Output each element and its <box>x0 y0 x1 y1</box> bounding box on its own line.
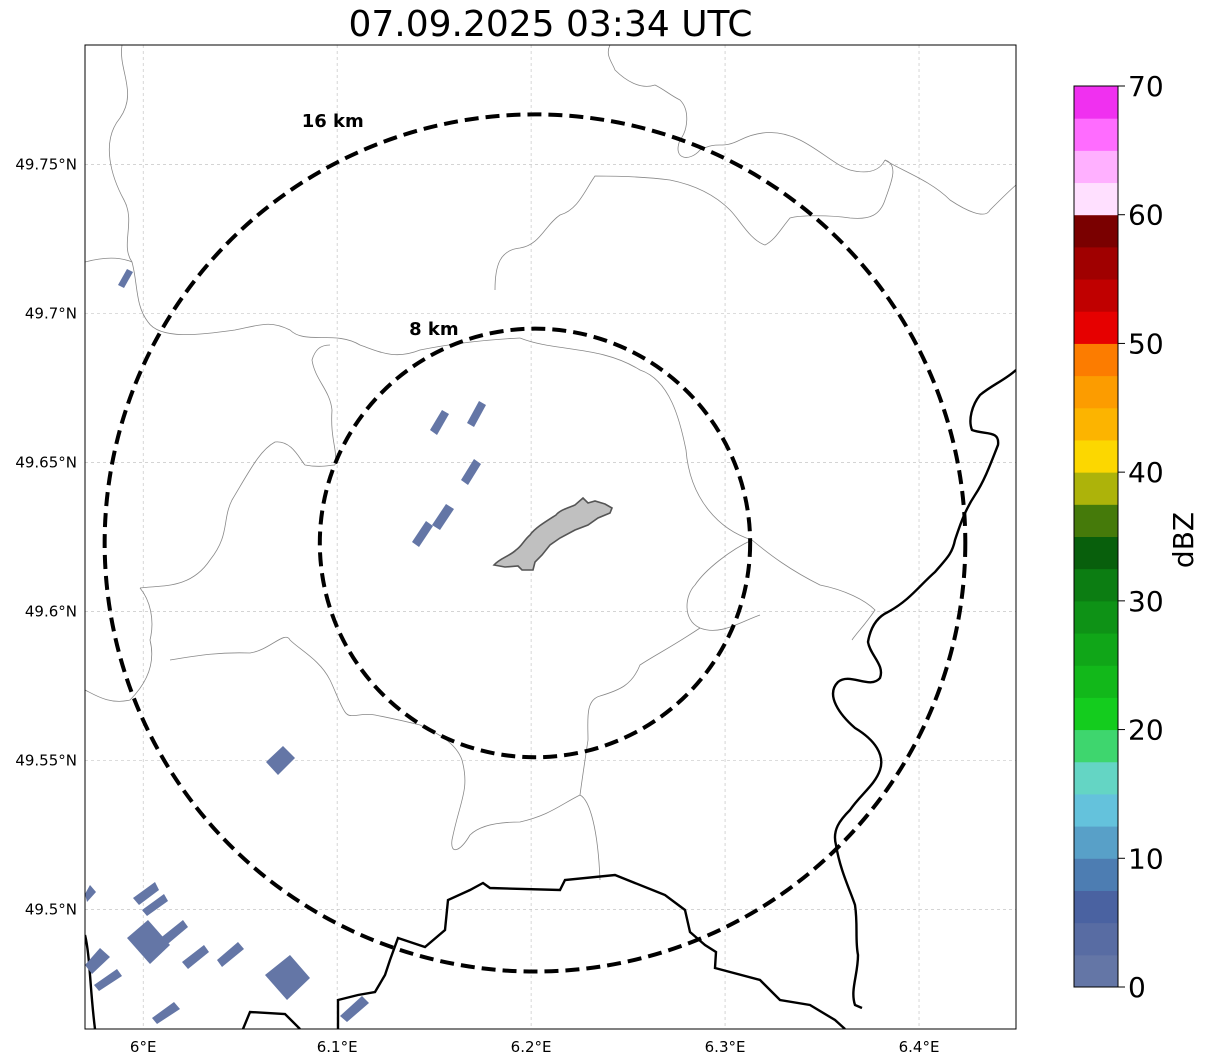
colorbar-tick-label: 0 <box>1128 971 1146 1004</box>
radar-echo <box>217 942 244 967</box>
colorbar-tick-label: 70 <box>1128 70 1164 103</box>
colorbar-segment <box>1074 600 1118 634</box>
range-ring-labels: 8 km 16 km <box>302 111 459 340</box>
radar-echo <box>412 521 433 547</box>
radar-echo <box>266 746 295 775</box>
colorbar-segment <box>1074 118 1118 151</box>
colorbar-segment <box>1074 568 1118 602</box>
colorbar-segment <box>1074 536 1118 570</box>
colorbar-segment <box>1074 150 1118 184</box>
colorbar-segment <box>1074 826 1118 859</box>
colorbar-label: dBZ <box>1167 512 1200 568</box>
map-title: 07.09.2025 03:34 UTC <box>348 4 753 45</box>
radar-echo <box>152 1002 180 1024</box>
colorbar-segment <box>1074 504 1118 537</box>
colorbar-segment <box>1074 858 1118 891</box>
radar-echo <box>142 894 168 916</box>
colorbar-segment <box>1074 890 1118 924</box>
radar-echo <box>340 996 369 1022</box>
colorbar-segment <box>1074 793 1118 827</box>
radar-echo <box>133 882 159 905</box>
colorbar-segment <box>1074 246 1118 280</box>
map-features <box>85 45 1016 1029</box>
radar-echo <box>85 885 96 902</box>
colorbar-segment <box>1074 697 1118 731</box>
radar-echo <box>430 410 449 435</box>
colorbar-segment <box>1074 761 1118 795</box>
colorbar-segment <box>1074 182 1118 216</box>
colorbar-segment <box>1074 311 1118 344</box>
x-tick-label: 6.4°E <box>899 1038 940 1056</box>
radar-echo <box>94 969 122 991</box>
colorbar-segment <box>1074 633 1118 666</box>
city-outline <box>492 496 614 571</box>
y-tick-label: 49.75°N <box>15 155 77 173</box>
colorbar-tick-label: 50 <box>1128 327 1164 360</box>
y-axis-ticks: 49.5°N 49.55°N 49.6°N 49.65°N 49.7°N 49.75°N <box>15 155 77 918</box>
colorbar-segment <box>1074 472 1118 505</box>
radar-echo <box>265 955 310 1000</box>
colorbar-segment <box>1074 375 1118 409</box>
national-borders <box>85 369 1016 1029</box>
colorbar: 0 10 20 30 40 50 60 70 <box>1073 70 1164 1004</box>
range-rings <box>102 112 968 974</box>
x-tick-label: 6.3°E <box>705 1038 746 1056</box>
commune-boundaries <box>85 45 1016 881</box>
plot-frame <box>84 44 1017 1030</box>
colorbar-segment <box>1074 954 1118 988</box>
radar-echo <box>432 504 454 530</box>
gridlines <box>85 45 1016 1029</box>
colorbar-tick-label: 20 <box>1128 714 1164 747</box>
radar-echo <box>127 920 170 964</box>
radar-echoes <box>85 269 486 1024</box>
y-tick-label: 49.65°N <box>15 453 77 471</box>
x-tick-label: 6°E <box>130 1038 157 1056</box>
range-ring <box>317 326 753 760</box>
radar-echo <box>182 945 209 969</box>
colorbar-segment <box>1074 922 1118 956</box>
radar-echo <box>467 401 486 427</box>
colorbar-tick-label: 10 <box>1128 842 1164 875</box>
y-tick-label: 49.6°N <box>25 603 77 621</box>
colorbar-segment <box>1074 343 1118 377</box>
colorbar-tick-label: 30 <box>1128 585 1164 618</box>
colorbar-tick-label: 60 <box>1128 199 1164 232</box>
x-axis-ticks: 6°E 6.1°E 6.2°E 6.3°E 6.4°E <box>130 1038 940 1056</box>
y-tick-label: 49.5°N <box>25 901 77 919</box>
colorbar-segment <box>1074 729 1118 763</box>
colorbar-segment <box>1074 279 1118 312</box>
colorbar-segment <box>1074 439 1118 473</box>
colorbar-segment <box>1074 86 1118 119</box>
range-ring <box>102 112 968 974</box>
colorbar-tick-label: 40 <box>1128 456 1164 489</box>
y-tick-label: 49.55°N <box>15 752 77 770</box>
colorbar-frame <box>1073 85 1119 988</box>
colorbar-segment <box>1074 407 1118 441</box>
range-ring-label: 16 km <box>302 111 364 132</box>
x-tick-label: 6.2°E <box>511 1038 552 1056</box>
colorbar-segment <box>1074 665 1118 698</box>
x-tick-label: 6.1°E <box>317 1038 358 1056</box>
range-ring-label: 8 km <box>409 319 459 340</box>
radar-echo <box>118 269 133 288</box>
y-tick-label: 49.7°N <box>25 304 77 322</box>
colorbar-segment <box>1074 214 1118 248</box>
radar-echo <box>85 948 110 974</box>
radar-echo <box>461 459 481 485</box>
radar-echo <box>158 920 188 948</box>
